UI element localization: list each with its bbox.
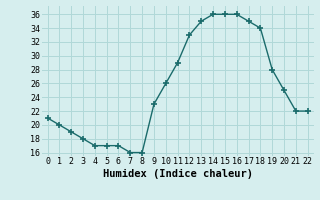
X-axis label: Humidex (Indice chaleur): Humidex (Indice chaleur) — [103, 169, 252, 179]
